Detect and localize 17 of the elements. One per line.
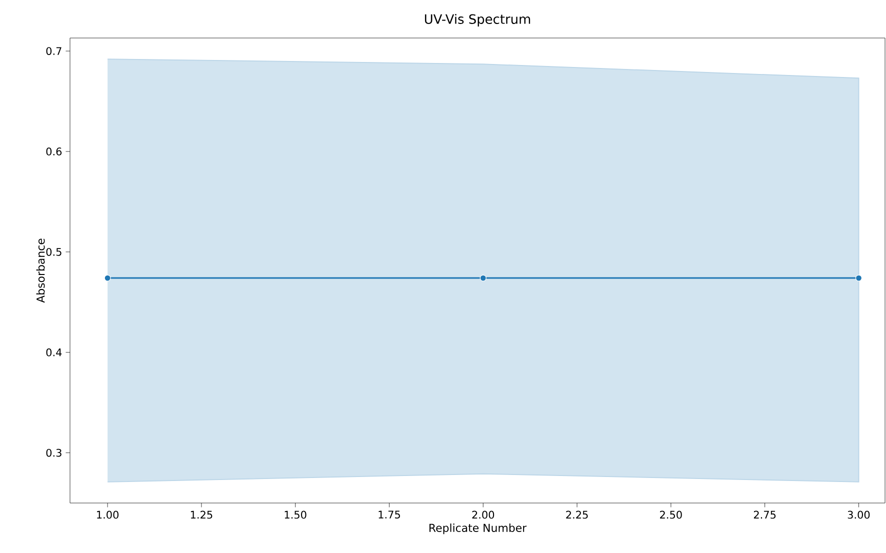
- x-tick-label: 1.25: [190, 510, 212, 519]
- x-tick-label: 2.00: [472, 510, 494, 519]
- y-tick-label: 0.6: [46, 148, 62, 156]
- x-tick-label: 2.50: [660, 510, 682, 519]
- x-tick-label: 2.25: [566, 510, 588, 519]
- x-tick-label: 1.00: [97, 510, 118, 519]
- x-axis-title: Replicate Number: [429, 524, 527, 534]
- y-tick-label: 0.4: [46, 348, 62, 356]
- y-tick-label: 0.3: [46, 448, 62, 457]
- x-tick-label: 3.00: [848, 510, 870, 519]
- y-tick-label: 0.5: [46, 248, 62, 256]
- x-tick-label: 2.75: [754, 510, 776, 519]
- y-axis-title: Absorbance: [36, 238, 45, 303]
- x-tick-label: 1.50: [284, 510, 306, 519]
- y-tick-label: 0.7: [46, 47, 62, 55]
- x-tick-label: 1.75: [378, 510, 400, 519]
- chart-title: UV-Vis Spectrum: [424, 14, 530, 26]
